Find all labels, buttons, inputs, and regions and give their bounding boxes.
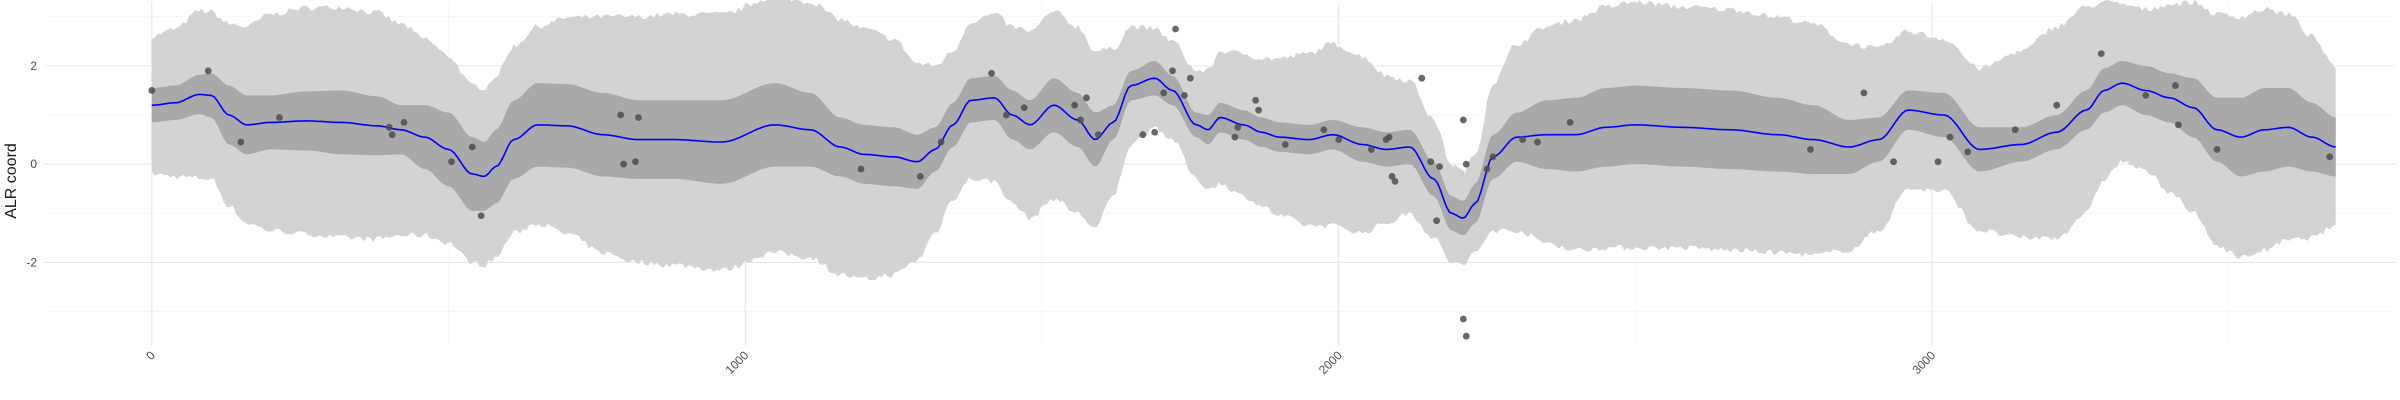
data-point [1180,91,1188,99]
data-point [1391,177,1399,185]
y-axis-title: ALR coord [3,143,20,219]
mean-curve-line [151,77,2336,219]
x-tick-label: 2000 [1316,348,1345,377]
data-point [620,160,627,168]
data-point [1083,94,1090,102]
data-point [388,131,396,139]
data-point [1964,148,1972,156]
data-point [1071,101,1079,109]
data-point [632,158,639,166]
data-point [1151,128,1159,136]
data-point [635,114,642,121]
data-point [1094,131,1102,139]
data-point [1172,25,1179,33]
data-point [1169,67,1176,75]
data-point [1160,89,1168,97]
data-point [1946,133,1954,141]
data-point [1186,74,1194,82]
x-tick-label: 0 [143,348,158,363]
data-point [988,69,995,77]
x-tick-labels: 0 1000 2000 3000 [143,348,1938,377]
y-tick-label: 2 [30,59,37,73]
data-point [2174,121,2182,129]
data-point [2142,91,2150,99]
data-point [1002,111,1010,119]
x-tick-label: 3000 [1909,348,1938,377]
data-point [1890,158,1897,166]
data-point [2213,146,2221,153]
outer-credible-band [151,0,2336,281]
data-point [1462,160,1470,168]
data-point [1255,106,1262,114]
data-point [1807,146,1814,153]
data-point [477,212,485,220]
data-point [400,119,408,126]
data-point [2326,153,2334,161]
data-point [1281,141,1289,148]
data-point [1534,138,1541,146]
data-point [468,143,476,151]
data-point [1433,217,1441,225]
data-point [916,173,924,180]
data-point [204,67,212,75]
data-point [1077,116,1084,124]
data-point [1566,119,1574,126]
data-point [1139,131,1147,139]
data-point [2172,82,2179,89]
data-point [2097,50,2105,57]
data-point [2011,126,2019,134]
y-tick-label: -2 [26,255,37,269]
data-point [237,138,245,146]
data-point [385,123,393,131]
data-point [2053,101,2061,109]
y-tick-label: 0 [30,157,37,171]
data-point [857,165,865,173]
data-point [1462,332,1470,340]
data-point [1519,136,1527,144]
x-tick-label: 1000 [723,348,752,377]
data-point [1459,315,1467,323]
data-point [617,111,625,119]
data-point [276,114,283,121]
inner-credible-band [151,61,2336,236]
data-point [1020,104,1028,112]
data-point [1367,146,1375,153]
data-point [448,158,455,166]
data-point [1388,173,1396,180]
data-point [1459,116,1467,124]
data-point [1860,89,1868,97]
data-point [1335,136,1343,144]
data-point [1252,96,1260,104]
data-point [1489,153,1497,161]
data-point [1483,165,1491,173]
data-point [1934,158,1942,166]
data-point [1231,133,1239,141]
data-point [1427,158,1435,166]
y-tick-labels: -2 0 2 [26,59,37,270]
data-point [1320,126,1328,134]
data-point [148,87,156,94]
data-point [1234,123,1242,131]
observed-points [148,25,2334,340]
data-point [1418,74,1426,82]
data-point [1385,133,1393,141]
data-point [937,138,945,146]
data-point [1436,163,1443,171]
